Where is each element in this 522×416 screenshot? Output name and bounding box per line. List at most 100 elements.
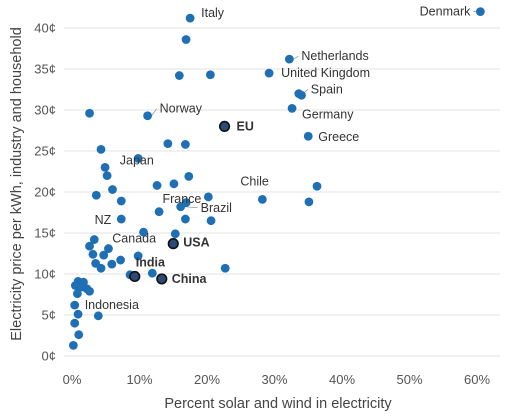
data-point-point-31	[181, 198, 191, 208]
data-point-point-4	[205, 70, 215, 80]
y-tick-label: 25¢	[34, 144, 56, 159]
data-point-germany	[287, 103, 297, 113]
data-point-point-45	[116, 255, 125, 265]
data-point-point-43	[99, 250, 109, 260]
data-point-point-63	[93, 311, 103, 321]
data-point-indonesia	[70, 300, 80, 310]
data-point-point-22	[152, 181, 162, 190]
point-label-eu: EU	[237, 119, 254, 133]
point-label-germany: Germany	[302, 107, 354, 121]
point-label-spain: Spain	[311, 83, 343, 97]
point-label-india: India	[136, 255, 166, 269]
y-axis-title: Electricity price per kWh, industry and …	[9, 27, 25, 341]
data-point-japan	[184, 172, 194, 181]
data-point-chile	[257, 194, 267, 204]
data-point-point-14	[163, 139, 173, 149]
data-point-point-59	[85, 286, 94, 296]
data-point-point-18	[100, 163, 110, 172]
point-label-denmark: Denmark	[420, 5, 471, 19]
data-point-point-2	[181, 35, 191, 44]
data-point-point-66	[68, 340, 78, 350]
data-point-usa	[167, 238, 179, 250]
data-point-united-kingdom	[264, 68, 274, 78]
data-point-point-37	[170, 229, 180, 239]
data-point-point-36	[139, 227, 148, 237]
data-point-point-24	[91, 190, 101, 200]
data-point-point-41	[104, 244, 113, 253]
y-axis-ticks: 0¢ 5¢ 10¢ 15¢ 20¢ 25¢ 30¢ 35¢ 40¢	[34, 21, 56, 364]
y-tick-label: 10¢	[34, 267, 56, 282]
data-point-france	[203, 192, 213, 202]
data-point-canada	[89, 235, 99, 244]
x-tick-label: 50%	[396, 372, 422, 387]
y-tick-label: 0¢	[42, 349, 56, 364]
data-point-point-65	[74, 330, 84, 340]
data-point-point-19	[102, 171, 112, 181]
y-tick-label: 15¢	[34, 226, 56, 241]
point-label-italy: Italy	[201, 6, 225, 20]
x-axis-title: Percent solar and wind in electricity	[164, 396, 392, 412]
x-tick-label: 30%	[261, 372, 287, 387]
data-point-point-40	[85, 241, 94, 251]
data-point-point-35	[206, 216, 216, 226]
data-point-china	[156, 273, 168, 285]
leader-line-norway	[151, 108, 157, 116]
data-point-point-3	[174, 71, 184, 80]
point-label-united-kingdom: United Kingdom	[281, 66, 370, 80]
data-point-point-60	[73, 289, 82, 299]
data-point-eu	[218, 120, 231, 132]
data-point-point-27	[312, 181, 322, 191]
point-label-greece: Greece	[318, 130, 359, 144]
data-point-point-23	[108, 185, 117, 194]
point-label-chile: Chile	[240, 174, 269, 188]
y-tick-label: 5¢	[42, 308, 56, 323]
data-point-denmark	[475, 7, 485, 16]
data-point-point-11	[85, 108, 94, 118]
x-tick-label: 60%	[464, 372, 490, 387]
leader-line-netherlands	[293, 55, 299, 60]
data-point-point-29	[116, 196, 126, 206]
data-point-point-44	[133, 251, 143, 261]
x-tick-label: 0%	[63, 372, 82, 387]
data-point-point-28	[304, 197, 314, 207]
data-points	[68, 7, 485, 350]
data-point-point-17	[133, 153, 143, 163]
point-label-canada: Canada	[112, 232, 156, 246]
y-tick-label: 35¢	[34, 62, 56, 77]
data-point-netherlands	[284, 54, 294, 64]
data-point-point-47	[107, 259, 117, 269]
data-point-point-62	[73, 309, 83, 319]
point-label-indonesia: Indonesia	[85, 298, 139, 312]
point-label-nz: NZ	[95, 213, 112, 227]
data-point-point-21	[169, 179, 179, 189]
x-tick-label: 10%	[126, 372, 152, 387]
data-point-india	[129, 270, 141, 283]
x-tick-label: 40%	[329, 372, 355, 387]
data-point-point-50	[147, 268, 157, 278]
point-label-china: China	[172, 272, 208, 286]
point-label-netherlands: Netherlands	[301, 49, 368, 63]
point-label-france: France	[162, 192, 201, 206]
point-label-japan: Japan	[120, 153, 154, 167]
point-label-usa: USA	[183, 236, 209, 250]
data-point-point-42	[88, 249, 98, 259]
data-point-point-64	[70, 318, 80, 328]
data-point-point-32	[154, 207, 164, 217]
data-point-italy	[185, 13, 195, 23]
x-tick-label: 20%	[194, 372, 220, 387]
point-label-norway: Norway	[160, 102, 203, 116]
data-point-point-49	[220, 263, 230, 273]
y-tick-label: 30¢	[34, 103, 56, 118]
x-axis-ticks: 0% 10% 20% 30% 40% 50% 60%	[63, 372, 491, 387]
point-label-brazil: Brazil	[201, 201, 232, 215]
y-tick-label: 40¢	[34, 21, 56, 36]
data-point-point-15	[181, 140, 190, 149]
data-point-point-48	[96, 263, 106, 273]
data-point-greece	[303, 131, 313, 141]
data-point-point-16	[96, 144, 106, 154]
data-point-point-8	[297, 90, 306, 100]
point-labels: Denmark Italy Netherlands United Kingdom Spa…	[85, 5, 471, 313]
y-tick-label: 20¢	[34, 185, 56, 200]
